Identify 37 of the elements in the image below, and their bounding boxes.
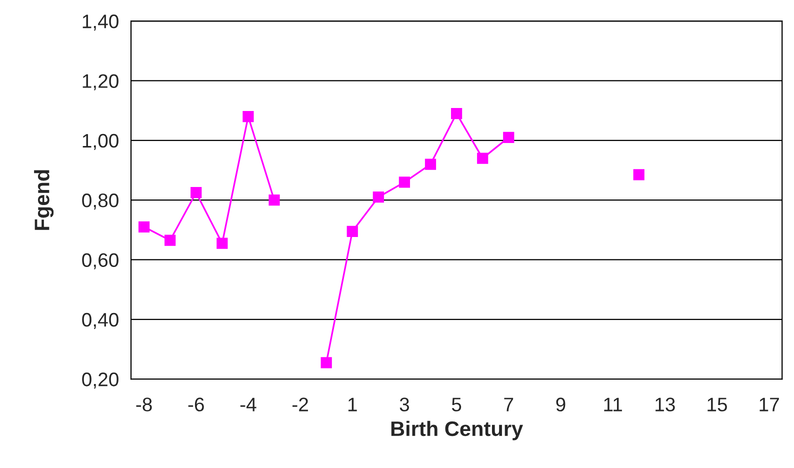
x-tick-label: 7 xyxy=(504,398,514,412)
point xyxy=(477,152,488,164)
x-tick-label: -2 xyxy=(292,398,308,412)
point xyxy=(268,194,280,206)
x-tick-label: 9 xyxy=(556,398,566,412)
x-tick-label: -8 xyxy=(136,398,152,412)
point xyxy=(633,169,644,180)
point xyxy=(372,192,384,203)
y-tick-label: 1,20 xyxy=(82,74,118,90)
point xyxy=(216,238,228,249)
x-tick-label: 15 xyxy=(708,398,727,412)
point xyxy=(190,187,202,198)
point xyxy=(424,158,436,170)
x-tick-label: 11 xyxy=(604,398,622,412)
y-tick-label: 0,20 xyxy=(82,372,118,389)
x-tick-label: 13 xyxy=(656,398,675,412)
x-tick-label: 5 xyxy=(452,398,462,412)
x-tick-label: 17 xyxy=(760,398,779,412)
x-tick-label: -4 xyxy=(240,398,256,412)
point xyxy=(242,110,254,122)
y-tick-label: 1,00 xyxy=(82,134,118,150)
y-tick-label: 0,40 xyxy=(82,312,118,329)
point xyxy=(346,226,358,237)
y-tick-label: 1,40 xyxy=(82,14,118,31)
point xyxy=(503,132,514,143)
point xyxy=(138,221,150,232)
y-tick-label: 0,80 xyxy=(82,194,118,210)
point xyxy=(398,176,410,188)
point xyxy=(164,234,176,246)
point xyxy=(320,357,332,368)
x-tick-label: 1 xyxy=(348,398,357,412)
x-tick-label: -6 xyxy=(188,398,204,412)
y-tick-label: 0,60 xyxy=(82,253,118,270)
y-axis-title: Fgend xyxy=(34,170,54,230)
x-tick-label: 3 xyxy=(400,398,410,412)
x-axis-title: Birth Century xyxy=(391,420,523,440)
point xyxy=(450,108,462,120)
